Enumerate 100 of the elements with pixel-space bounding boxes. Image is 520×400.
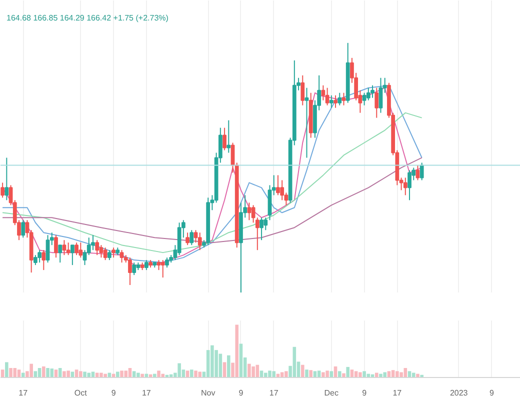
bar bbox=[322, 372, 325, 378]
bar bbox=[50, 368, 54, 378]
candlestick bbox=[21, 220, 26, 238]
x-tick-label: 9 bbox=[111, 388, 116, 398]
bar bbox=[5, 362, 8, 378]
candlestick bbox=[374, 87, 379, 118]
x-tick-label: Oct bbox=[74, 388, 88, 398]
candlestick bbox=[403, 177, 408, 196]
candlestick bbox=[95, 240, 100, 256]
candlestick bbox=[78, 242, 83, 258]
bar bbox=[66, 370, 70, 378]
candlestick bbox=[420, 162, 424, 181]
candlestick bbox=[342, 92, 346, 106]
x-tick-label: Nov bbox=[200, 388, 216, 398]
bar bbox=[62, 371, 66, 378]
bar bbox=[235, 324, 239, 378]
candlestick bbox=[144, 260, 148, 271]
candlestick bbox=[198, 232, 202, 251]
candlestick bbox=[165, 257, 169, 268]
candlestick bbox=[91, 234, 95, 251]
bar bbox=[374, 372, 378, 378]
candlestick bbox=[160, 260, 165, 278]
bar bbox=[264, 372, 268, 378]
candlestick bbox=[329, 94, 334, 108]
candlestick bbox=[120, 250, 124, 264]
bar bbox=[338, 371, 342, 378]
candlestick bbox=[42, 250, 46, 271]
bar bbox=[284, 371, 288, 378]
bar bbox=[178, 363, 181, 378]
bar bbox=[124, 370, 128, 378]
bar bbox=[157, 370, 160, 378]
bar bbox=[136, 372, 140, 378]
candlestick bbox=[107, 250, 112, 261]
bar bbox=[30, 364, 33, 378]
bar bbox=[198, 372, 202, 378]
candlestick bbox=[54, 234, 58, 258]
bar bbox=[100, 372, 103, 378]
candlestick bbox=[46, 234, 50, 264]
x-tick-label: 17 bbox=[392, 388, 402, 398]
candlestick bbox=[321, 84, 326, 101]
candlestick bbox=[132, 262, 136, 276]
candlestick bbox=[260, 217, 264, 241]
bar bbox=[79, 371, 82, 378]
bar bbox=[120, 370, 124, 378]
bar bbox=[83, 372, 86, 378]
bar bbox=[248, 364, 251, 378]
candlestick bbox=[300, 74, 305, 106]
bar bbox=[358, 372, 362, 378]
bar bbox=[194, 370, 198, 378]
candlestick bbox=[186, 232, 190, 246]
candlestick bbox=[103, 247, 108, 261]
bar bbox=[210, 345, 214, 378]
candlestick bbox=[112, 247, 116, 258]
candlestick bbox=[156, 260, 161, 271]
x-tick-label: Dec bbox=[324, 388, 339, 398]
candlestick bbox=[99, 244, 104, 258]
x-tick-label: 2023 bbox=[450, 388, 468, 398]
candlestick bbox=[264, 217, 268, 231]
bar bbox=[87, 372, 91, 378]
candlestick bbox=[128, 257, 132, 286]
candlestick bbox=[416, 164, 420, 181]
candlestick bbox=[304, 87, 309, 158]
bar bbox=[309, 370, 312, 378]
bar bbox=[362, 371, 366, 378]
candlestick bbox=[58, 244, 62, 264]
candlestick bbox=[190, 230, 194, 246]
bar bbox=[383, 372, 386, 378]
bar bbox=[190, 370, 194, 378]
bar bbox=[116, 372, 120, 378]
text: 164.68 166.85 164.29 166.42 +1.75 (+2.73%) bbox=[6, 14, 169, 22]
candlestick bbox=[74, 242, 78, 256]
candlestick bbox=[226, 120, 231, 154]
candlestick bbox=[194, 230, 198, 244]
bar bbox=[326, 370, 329, 378]
x-tick-label: 17 bbox=[142, 388, 152, 398]
bar bbox=[239, 344, 243, 378]
x-tick-label: 9 bbox=[362, 388, 368, 398]
bar bbox=[13, 368, 17, 378]
bar bbox=[300, 364, 304, 378]
candlestick bbox=[370, 84, 374, 98]
candlestick bbox=[4, 157, 9, 201]
bar bbox=[9, 368, 12, 378]
candlestick bbox=[276, 174, 280, 196]
bar bbox=[412, 372, 416, 378]
candlestick bbox=[378, 77, 383, 114]
candlestick bbox=[247, 202, 252, 221]
bar bbox=[222, 362, 226, 378]
bar bbox=[252, 366, 255, 378]
bar bbox=[396, 371, 399, 378]
bar bbox=[46, 368, 50, 378]
candlestick bbox=[38, 250, 42, 264]
candlestick bbox=[70, 244, 74, 266]
x-tick-label: 17 bbox=[18, 388, 28, 398]
bar bbox=[227, 355, 230, 378]
candlestick bbox=[66, 242, 70, 256]
bar bbox=[272, 371, 276, 378]
bar bbox=[305, 370, 308, 378]
x-tick-label: 17 bbox=[269, 388, 279, 398]
bar bbox=[346, 366, 350, 378]
bar bbox=[42, 366, 46, 378]
